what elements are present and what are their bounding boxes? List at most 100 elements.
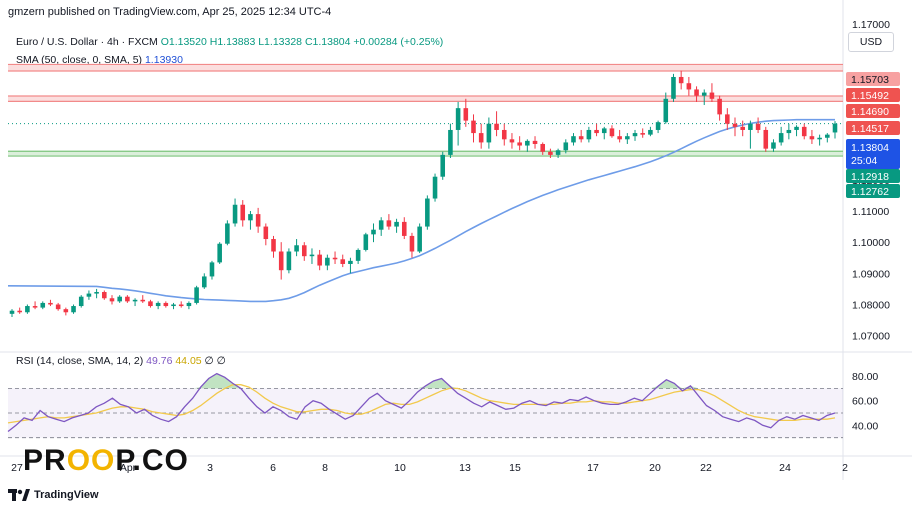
candle bbox=[148, 299, 153, 308]
sma-label[interactable]: SMA (50, close, 0, SMA, 5) bbox=[16, 54, 143, 66]
price-legend: Euro / U.S. Dollar · 4h · FXCM O1.13520 … bbox=[16, 33, 443, 69]
rsi-line bbox=[7, 372, 836, 433]
candle-body bbox=[102, 292, 107, 299]
candle bbox=[155, 301, 161, 310]
candle-body bbox=[463, 108, 469, 121]
rsi-label[interactable]: RSI (14, close, SMA, 14, 2) bbox=[16, 355, 144, 367]
candle-body bbox=[586, 129, 592, 140]
candle bbox=[178, 301, 184, 308]
candle bbox=[686, 76, 692, 96]
price-tags: 1.15703 1.15492 1.14690 1.14517 1.1380425:04… bbox=[846, 72, 900, 198]
rsi-extra-1: ∅ bbox=[204, 355, 214, 367]
candle-body bbox=[9, 310, 15, 314]
support-zone bbox=[8, 151, 843, 157]
candle-body bbox=[709, 92, 715, 99]
rsi-value: 49.76 bbox=[146, 355, 173, 367]
candle bbox=[86, 290, 92, 300]
candle bbox=[255, 207, 261, 233]
candle-body bbox=[425, 198, 430, 227]
candle-body bbox=[248, 214, 253, 221]
candle-body bbox=[678, 76, 684, 84]
candle bbox=[548, 148, 553, 159]
candle bbox=[209, 260, 215, 280]
candle bbox=[709, 83, 715, 102]
candle bbox=[625, 133, 630, 144]
candle-body bbox=[617, 136, 622, 140]
candle bbox=[801, 123, 807, 140]
symbol-label[interactable]: Euro / U.S. Dollar · 4h · FXCM bbox=[16, 36, 158, 48]
candle-body bbox=[748, 123, 753, 130]
candle bbox=[501, 123, 507, 146]
time-axis-label: 22 bbox=[700, 462, 712, 474]
candle bbox=[140, 295, 146, 303]
candle bbox=[286, 248, 292, 274]
tag-last-bg bbox=[846, 139, 900, 169]
candle bbox=[778, 126, 784, 146]
rsi-ma-value: 44.05 bbox=[175, 355, 202, 367]
candle-body bbox=[301, 245, 307, 257]
tag-s2: 1.12762 bbox=[851, 186, 889, 198]
candle bbox=[825, 133, 830, 143]
candle-body bbox=[732, 123, 738, 127]
candle bbox=[171, 302, 176, 310]
candle-body bbox=[640, 133, 645, 135]
published-header: gmzern published on TradingView.com, Apr… bbox=[8, 6, 332, 18]
tag-s1: 1.12918 bbox=[851, 171, 889, 183]
candle-body bbox=[348, 260, 353, 264]
candle-body bbox=[209, 262, 215, 277]
candle-body bbox=[501, 129, 507, 140]
candle-body bbox=[817, 137, 822, 140]
candle bbox=[309, 248, 315, 264]
candle bbox=[448, 123, 453, 159]
candle-body bbox=[255, 214, 261, 227]
candle bbox=[217, 242, 222, 264]
candle bbox=[640, 128, 645, 138]
candle bbox=[755, 117, 761, 134]
sma-line bbox=[7, 118, 835, 303]
candle-body bbox=[717, 98, 722, 115]
high-value: H1.13883 bbox=[209, 36, 256, 48]
candle bbox=[48, 299, 53, 307]
tag-countdown: 25:04 bbox=[851, 155, 877, 167]
candle bbox=[725, 108, 730, 130]
candle-body bbox=[25, 306, 30, 313]
candle-body bbox=[194, 287, 199, 303]
candle bbox=[117, 295, 122, 303]
candle bbox=[463, 98, 469, 127]
candle-body bbox=[371, 229, 376, 235]
candle-body bbox=[825, 134, 830, 138]
candle-body bbox=[232, 204, 238, 224]
candle bbox=[817, 134, 822, 146]
tag-r4-bg bbox=[846, 121, 900, 135]
candle-body bbox=[271, 239, 276, 252]
candle bbox=[248, 210, 253, 230]
candle-body bbox=[332, 257, 338, 260]
candle-body bbox=[186, 302, 192, 307]
candle-body bbox=[117, 296, 122, 302]
time-axis-label: 8 bbox=[322, 462, 328, 474]
resistance-zone-lower bbox=[8, 95, 843, 102]
candle-body bbox=[578, 136, 584, 140]
rsi-axis-label: 60.00 bbox=[852, 396, 878, 408]
candle-body bbox=[317, 254, 322, 266]
candle bbox=[232, 198, 238, 227]
candle-body bbox=[763, 129, 769, 149]
candle-body bbox=[71, 306, 76, 313]
candle bbox=[401, 217, 407, 240]
candle bbox=[478, 123, 484, 149]
tradingview-logo[interactable]: TradingView bbox=[8, 489, 99, 501]
candle bbox=[240, 200, 246, 227]
candle-body bbox=[471, 120, 476, 134]
candle bbox=[25, 304, 30, 314]
candle-body bbox=[594, 129, 599, 134]
candle-body bbox=[478, 133, 484, 143]
candle-body bbox=[94, 292, 99, 294]
candle bbox=[494, 111, 499, 137]
resistance-zone-upper bbox=[8, 64, 843, 71]
candle bbox=[301, 242, 307, 261]
currency-button[interactable]: USD bbox=[848, 32, 894, 52]
candle-body bbox=[155, 302, 161, 307]
candle bbox=[786, 123, 792, 140]
candle bbox=[555, 148, 561, 159]
